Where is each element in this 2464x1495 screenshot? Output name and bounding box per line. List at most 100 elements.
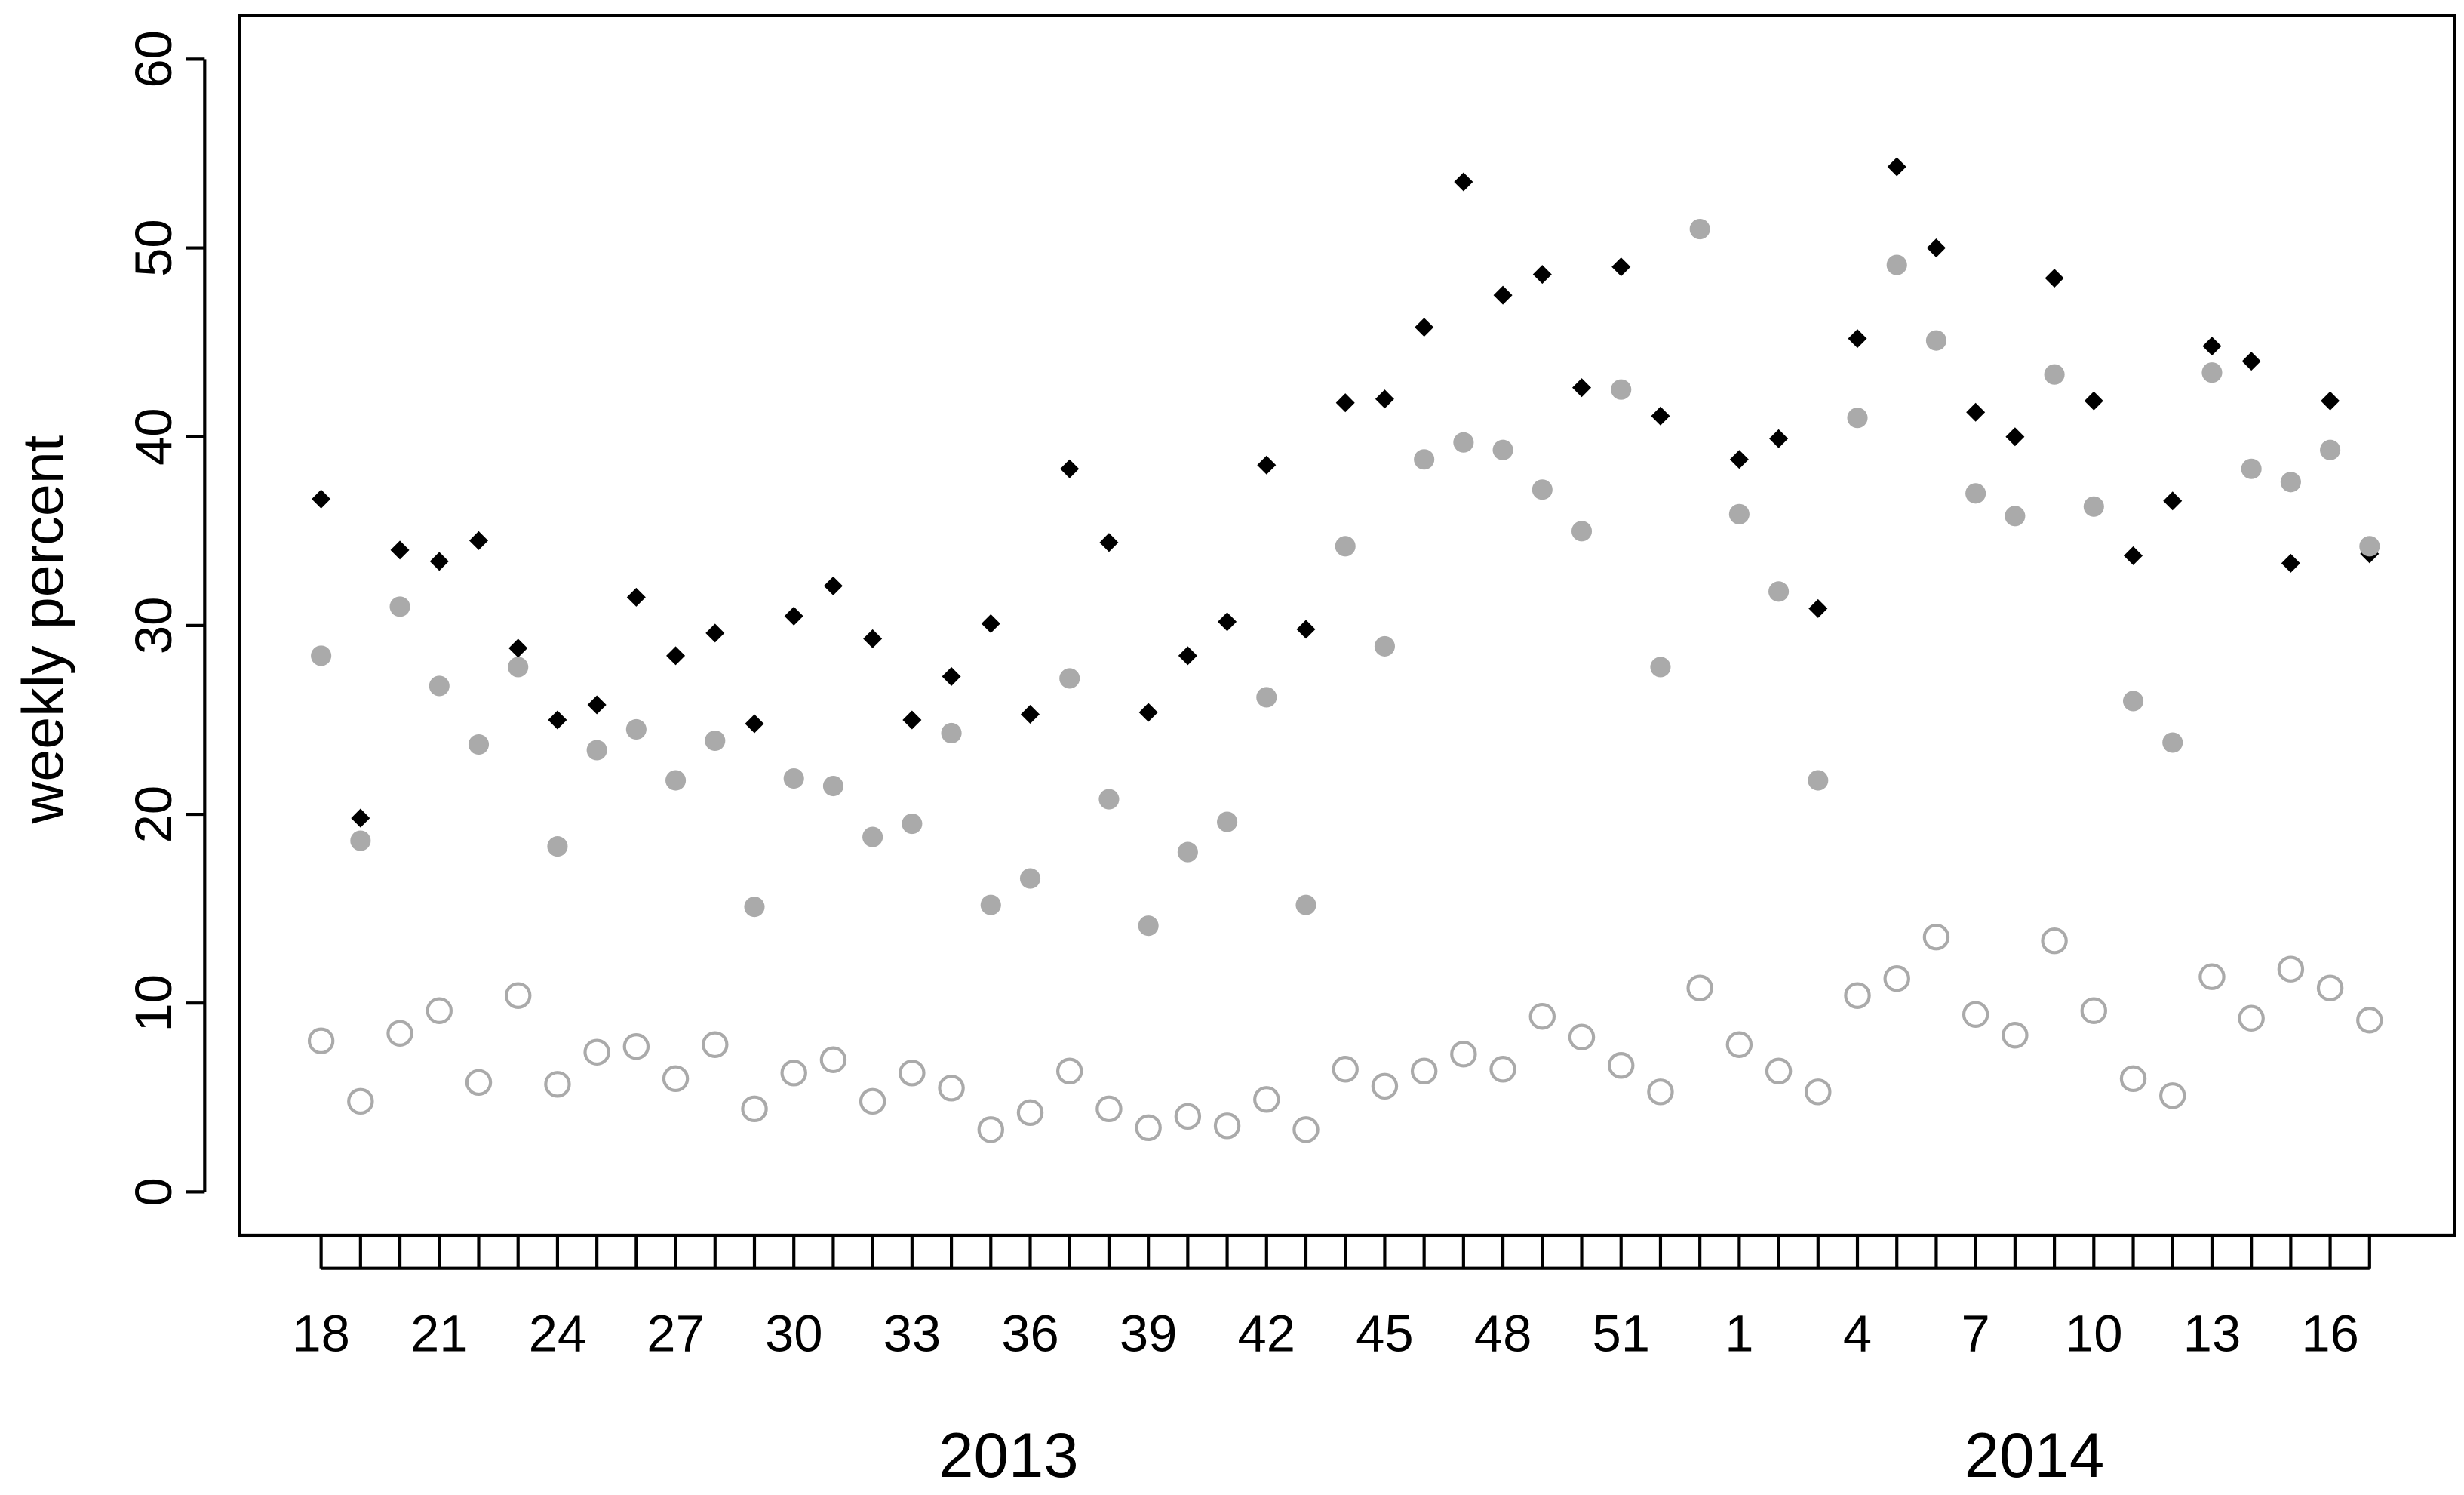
y-tick-label: 20 — [124, 786, 183, 844]
point — [544, 1071, 571, 1098]
point — [1887, 157, 1906, 177]
x-tick-label: 51 — [1592, 1305, 1650, 1363]
point — [902, 814, 923, 835]
point — [350, 830, 371, 851]
point — [1608, 1052, 1635, 1079]
point — [1532, 479, 1553, 500]
point — [1611, 257, 1631, 277]
point — [1213, 1112, 1241, 1140]
point — [1765, 1057, 1793, 1085]
point — [1178, 646, 1197, 666]
point — [2044, 364, 2065, 385]
point — [307, 1027, 335, 1054]
point — [2241, 458, 2262, 479]
point — [1292, 1116, 1320, 1143]
x-tick-label: 48 — [1474, 1305, 1532, 1363]
x-tick-label: 10 — [2065, 1305, 2123, 1363]
point — [1729, 450, 1749, 469]
point — [2005, 427, 2025, 447]
point — [1059, 668, 1080, 689]
point — [1651, 406, 1670, 426]
year-label: 2014 — [1965, 1420, 2105, 1490]
point — [626, 587, 646, 607]
point — [351, 808, 370, 828]
point — [942, 666, 961, 686]
y-axis-label: weekly percent — [11, 435, 76, 825]
point — [1492, 439, 1513, 460]
point — [1020, 704, 1040, 724]
point — [981, 614, 1000, 633]
point — [941, 722, 962, 744]
point — [1217, 811, 1238, 832]
point — [1808, 598, 1828, 618]
point — [822, 775, 843, 797]
point — [2201, 362, 2223, 383]
point — [508, 657, 529, 678]
point — [1886, 254, 1907, 275]
point — [1256, 687, 1277, 708]
point — [2159, 1082, 2186, 1109]
point — [780, 1060, 807, 1087]
point — [859, 1087, 886, 1115]
point — [1689, 218, 1710, 240]
point — [1966, 402, 1986, 422]
point — [1174, 1103, 1202, 1130]
point — [819, 1046, 847, 1074]
point — [1883, 964, 1910, 992]
x-tick-label: 7 — [1962, 1305, 1990, 1363]
y-tick-label: 10 — [124, 974, 183, 1032]
point — [386, 1020, 413, 1047]
point — [468, 734, 490, 755]
x-tick-label: 1 — [1725, 1305, 1753, 1363]
point — [977, 1116, 1005, 1143]
x-tick-label: 27 — [647, 1305, 705, 1363]
point — [1686, 974, 1713, 1001]
point — [429, 675, 450, 697]
point — [2002, 1022, 2029, 1049]
x-tick-label: 33 — [883, 1305, 942, 1363]
point — [1965, 483, 1986, 504]
point — [2041, 927, 2068, 955]
point — [1016, 1099, 1044, 1127]
point — [1135, 1114, 1162, 1142]
point — [586, 740, 607, 761]
point — [1568, 1023, 1596, 1050]
point — [1611, 379, 1632, 400]
point — [1332, 1056, 1359, 1083]
point — [662, 1065, 690, 1093]
point — [390, 540, 410, 560]
point — [2119, 1065, 2147, 1093]
point — [1925, 330, 1947, 351]
x-tick-label: 21 — [410, 1305, 469, 1363]
y-tick-label: 30 — [124, 597, 183, 655]
point — [1528, 1003, 1556, 1030]
point — [1572, 378, 1592, 398]
point — [1650, 657, 1671, 678]
point — [1493, 285, 1513, 305]
point — [2359, 536, 2380, 557]
point — [625, 718, 647, 740]
point — [2356, 1007, 2383, 1034]
point — [1099, 533, 1119, 552]
point — [1844, 982, 1871, 1009]
point — [2241, 352, 2261, 371]
point — [2277, 955, 2305, 983]
point — [902, 710, 922, 730]
point — [705, 730, 726, 752]
point — [1768, 581, 1790, 602]
point — [863, 629, 883, 648]
year-label: 2013 — [939, 1420, 1079, 1490]
point — [1374, 635, 1395, 657]
point — [2124, 546, 2143, 565]
x-tick-label: 42 — [1238, 1305, 1296, 1363]
point — [1375, 389, 1394, 409]
point — [312, 489, 331, 509]
point — [1450, 1041, 1477, 1068]
point — [2045, 269, 2064, 288]
point — [1098, 789, 1120, 810]
x-tick-label: 16 — [2301, 1305, 2359, 1363]
point — [938, 1075, 965, 1102]
point — [2005, 506, 2026, 527]
point — [665, 770, 687, 791]
point — [1962, 1001, 1989, 1028]
